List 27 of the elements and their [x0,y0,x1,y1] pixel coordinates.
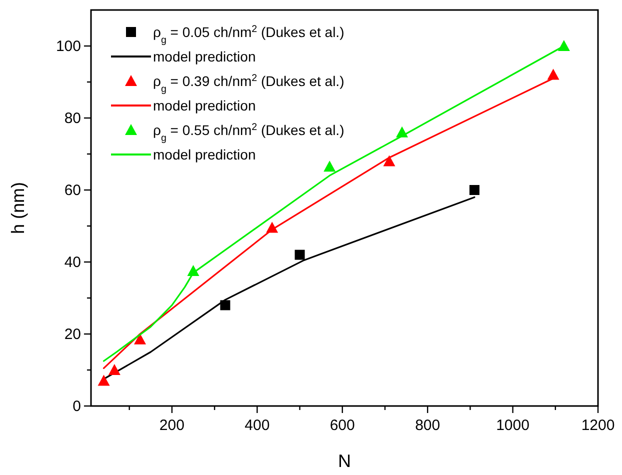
y-tick-label: 20 [64,326,81,343]
legend-label: model prediction [153,48,256,64]
y-tick-label: 100 [56,38,81,55]
x-tick-label: 600 [330,417,355,434]
x-axis-title: N [338,451,351,471]
point [108,364,120,375]
legend-label: ρ$_{g}$ = 0.39 ch/nm$^{2}$ (Dukes et al.) [153,72,344,94]
x-tick-label: 1200 [581,417,615,434]
y-tick-label: 40 [64,254,81,271]
y-axis-title: h (nm) [8,182,28,234]
y-tick-label: 80 [64,110,81,127]
x-tick-label: 1000 [496,417,530,434]
point [294,250,305,260]
x-tick-label: 200 [159,417,184,434]
x-tick-label: 800 [415,417,440,434]
x-tick-label: 400 [244,417,270,434]
y-tick-label: 60 [64,182,81,199]
y-tick-label: 0 [72,398,81,415]
legend-label: model prediction [153,146,256,162]
point [220,300,230,310]
point [98,374,110,386]
legend-label: model prediction [153,98,256,114]
point [547,68,560,80]
legend-label: ρ$_{g}$ = 0.55 ch/nm$^{2}$ (Dukes et al.) [153,122,344,144]
legend-label: ρ$_{g}$ = 0.05 ch/nm$^{2}$ (Dukes et al.) [153,24,344,46]
point [324,160,336,172]
point [469,185,480,195]
